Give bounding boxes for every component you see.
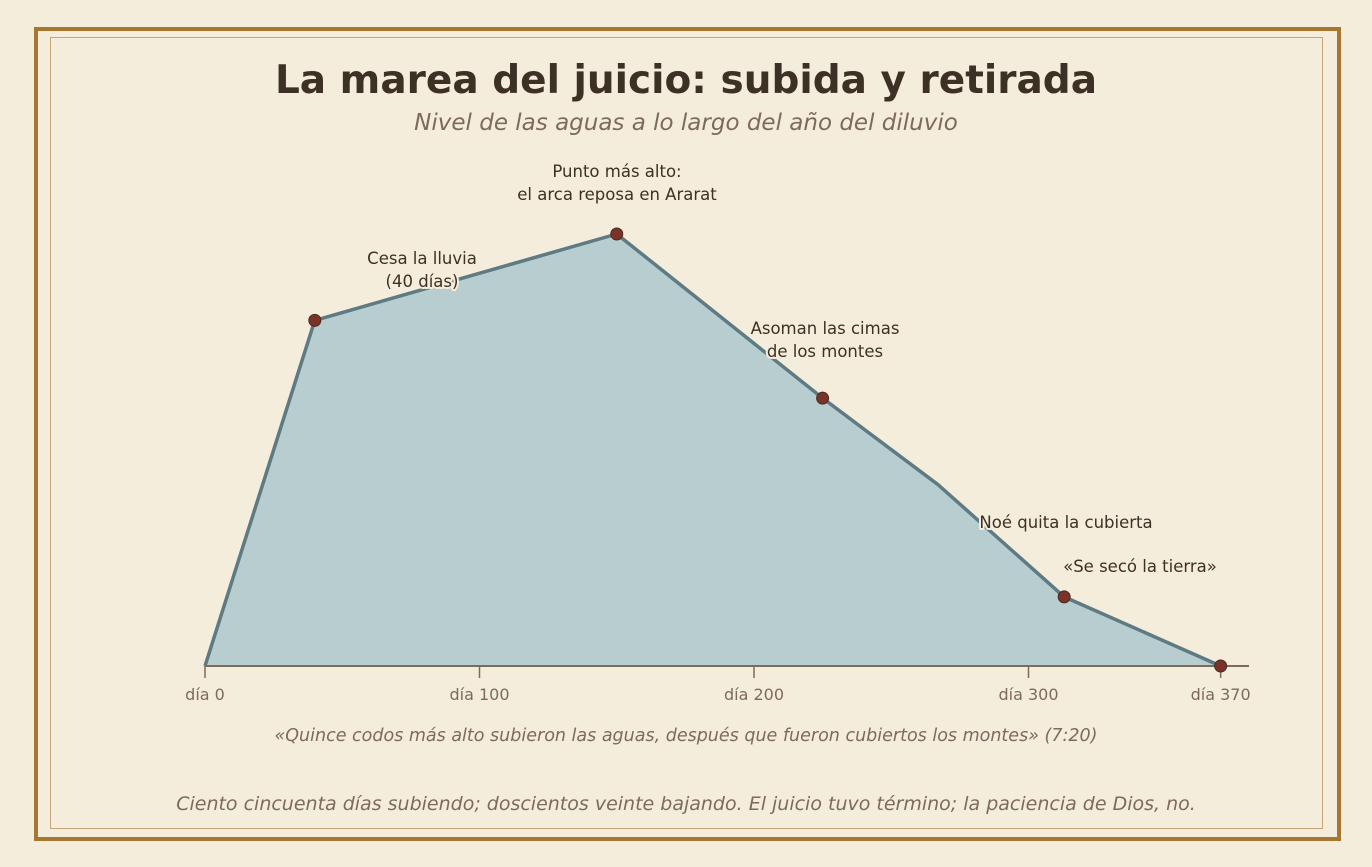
annotation-peak-line1: Punto más alto: xyxy=(552,162,681,181)
annotation-rain-stops-line1: Cesa la lluvia xyxy=(367,249,477,268)
chart-subtitle: Nivel de las aguas a lo largo del año de… xyxy=(414,110,958,136)
event-marker xyxy=(1214,659,1228,673)
footer-caption: Ciento cincuenta días subiendo; doscient… xyxy=(176,793,1196,815)
outer-frame xyxy=(34,27,1341,841)
x-tick-label: día 370 xyxy=(1191,685,1251,704)
water-area xyxy=(205,234,1221,666)
event-marker xyxy=(1057,590,1071,604)
x-axis-ticks: día 0 día 100 día 200 día 300 día 370 xyxy=(185,666,1251,704)
annotations: Punto más alto: el arca reposa en Ararat C… xyxy=(365,160,1219,578)
annotation-peaks-visible-line2: de los montes xyxy=(767,342,883,361)
event-markers xyxy=(308,227,1228,673)
x-tick-label: día 200 xyxy=(724,685,784,704)
scripture-quote: «Quince codos más alto subieron las agua… xyxy=(274,726,1098,746)
x-tick-label: día 0 xyxy=(185,685,225,704)
annotation-rain-stops-line2: (40 días) xyxy=(386,272,459,291)
annotation-covering-removed: Noé quita la cubierta xyxy=(979,513,1152,532)
annotation-earth-dried: «Se secó la tierra» xyxy=(1063,557,1217,576)
annotation-peak-line2: el arca reposa en Ararat xyxy=(517,185,717,204)
event-marker xyxy=(308,313,322,327)
x-tick-label: día 100 xyxy=(449,685,509,704)
annotation-peaks-visible-line1: Asoman las cimas xyxy=(751,319,900,338)
chart-title: La marea del juicio: subida y retirada xyxy=(274,58,1098,103)
inner-frame xyxy=(50,37,1323,829)
event-marker xyxy=(610,227,624,241)
event-marker xyxy=(816,391,830,405)
x-tick-label: día 300 xyxy=(998,685,1058,704)
